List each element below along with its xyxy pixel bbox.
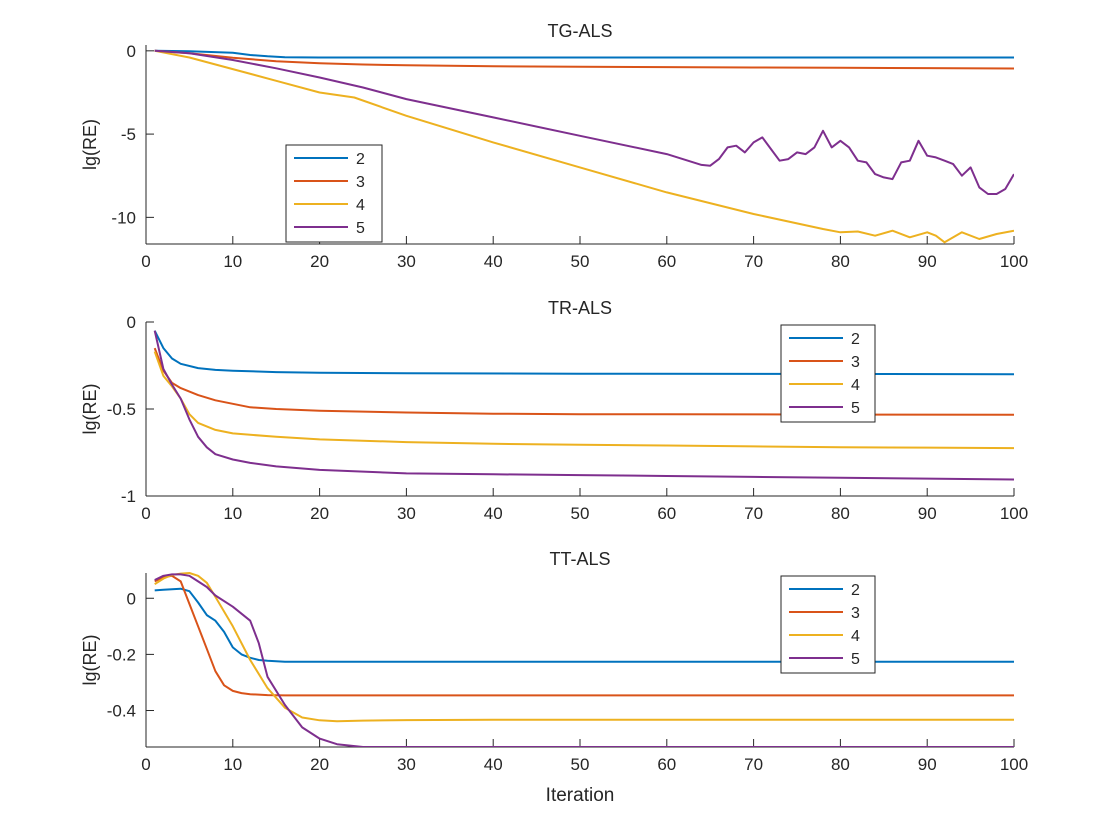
x-tick-label: 30	[397, 252, 416, 271]
x-tick-label: 40	[484, 252, 503, 271]
legend-label-2: 2	[851, 582, 860, 599]
x-tick-label: 60	[657, 504, 676, 523]
legend-label-3: 3	[851, 605, 860, 622]
y-tick-label: -10	[111, 208, 136, 227]
series-line-4	[154, 49, 1014, 244]
x-tick-label: 20	[310, 504, 329, 523]
chart-title: TG-ALS	[547, 21, 612, 41]
series-line-5	[153, 330, 1014, 481]
x-tick-label: 50	[571, 755, 590, 774]
y-tick-label: -1	[121, 487, 136, 506]
legend-label-3: 3	[851, 354, 860, 371]
x-tick-label: 90	[918, 504, 937, 523]
x-tick-label: 0	[141, 252, 150, 271]
y-tick-label: -0.2	[107, 645, 136, 664]
x-tick-label: 90	[918, 755, 937, 774]
x-tick-label: 70	[744, 504, 763, 523]
y-tick-label: 0	[127, 589, 136, 608]
chart-title: TR-ALS	[548, 298, 612, 318]
y-tick-label: 0	[127, 313, 136, 332]
legend-label-4: 4	[851, 628, 860, 645]
subplot-2: 0 10 20 30 40 50 60 70 80 90 100 0 -0.5 -1 TR-ALS lg(RE…	[80, 298, 1028, 523]
y-tick-label: -0.4	[107, 702, 136, 721]
legend-label-2: 2	[356, 151, 365, 168]
series-line-3	[153, 347, 1014, 416]
legend-label-4: 4	[356, 197, 365, 214]
series-line-5	[154, 573, 1014, 747]
legend-box	[780, 324, 876, 423]
x-tick-label: 30	[397, 755, 416, 774]
x-tick-label: 0	[141, 755, 150, 774]
legend: 2 3 4 5	[780, 324, 876, 423]
x-tick-label: 20	[310, 252, 329, 271]
series-line-2	[153, 330, 1014, 376]
x-tick-label: 20	[310, 755, 329, 774]
x-tick-label: 40	[484, 504, 503, 523]
y-tick-label: -0.5	[107, 400, 136, 419]
x-tick-label: 0	[141, 504, 150, 523]
y-axis-label: lg(RE)	[80, 119, 100, 170]
x-tick-label: 60	[657, 755, 676, 774]
series-line-2	[154, 49, 1014, 59]
legend-label-5: 5	[851, 400, 860, 417]
legend-box	[780, 575, 876, 674]
x-tick-label: 10	[223, 252, 242, 271]
series-line-4	[154, 572, 1014, 723]
legend: 2 3 4 5	[780, 575, 876, 674]
x-tick-label: 30	[397, 504, 416, 523]
legend-label-2: 2	[851, 331, 860, 348]
y-axis-label: lg(RE)	[80, 383, 100, 434]
x-tick-label: 50	[571, 252, 590, 271]
x-tick-label: 50	[571, 504, 590, 523]
x-tick-label: 100	[1000, 252, 1028, 271]
x-axis-label: Iteration	[546, 785, 615, 806]
series-line-3	[154, 574, 1014, 697]
x-tick-label: 60	[657, 252, 676, 271]
y-tick-label: 0	[127, 42, 136, 61]
x-tick-label: 70	[744, 252, 763, 271]
legend-box	[285, 144, 383, 243]
x-tick-label: 100	[1000, 755, 1028, 774]
x-tick-label: 10	[223, 755, 242, 774]
subplot-3: 0 10 20 30 40 50 60 70 80 90 100 0 -0.2 -0.4 TT-ALS lg(…	[80, 549, 1028, 806]
legend-label-4: 4	[851, 377, 860, 394]
y-axis-label: lg(RE)	[80, 634, 100, 685]
series-line-3	[154, 49, 1014, 70]
x-tick-label: 90	[918, 252, 937, 271]
x-tick-label: 100	[1000, 504, 1028, 523]
y-tick-label: -5	[121, 125, 136, 144]
series-line-5	[154, 49, 1014, 195]
x-tick-label: 40	[484, 755, 503, 774]
legend-label-3: 3	[356, 174, 365, 191]
legend-label-5: 5	[851, 651, 860, 668]
series-line-2	[154, 587, 1014, 663]
legend: 2 3 4 5	[285, 144, 383, 243]
x-tick-label: 80	[831, 504, 850, 523]
x-tick-label: 70	[744, 755, 763, 774]
x-tick-label: 80	[831, 252, 850, 271]
subplot-1: 0 10 20 30 40 50 60 70 80 90 100 0 -5 -10 TG-ALS lg(RE)…	[80, 21, 1028, 271]
x-tick-label: 10	[223, 504, 242, 523]
legend-label-5: 5	[356, 220, 365, 237]
chart-title: TT-ALS	[549, 549, 610, 569]
x-tick-label: 80	[831, 755, 850, 774]
